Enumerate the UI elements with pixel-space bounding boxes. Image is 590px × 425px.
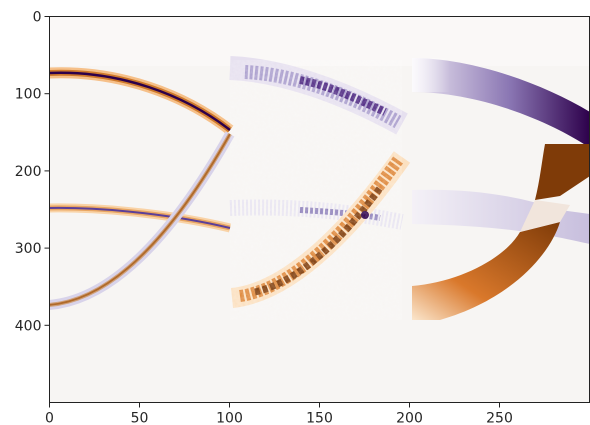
x-tick-label: 0 xyxy=(45,411,54,425)
y-tick-label: 0 xyxy=(33,10,42,26)
panel-2 xyxy=(229,56,411,320)
x-tick-label: 100 xyxy=(216,411,243,425)
heatmap-image xyxy=(49,56,590,320)
y-tick-label: 300 xyxy=(15,241,42,257)
y-tick-label: 200 xyxy=(15,164,42,180)
y-tick-label: 100 xyxy=(15,87,42,103)
x-axis: 0 50 100 150 200 250 xyxy=(45,402,513,425)
y-axis: 0 100 200 300 400 xyxy=(15,10,50,334)
plot-top-fade xyxy=(49,16,590,66)
x-tick-label: 150 xyxy=(306,411,333,425)
y-tick-label: 400 xyxy=(15,318,42,334)
panel-1 xyxy=(49,67,235,310)
panel-3 xyxy=(412,58,590,320)
x-tick-label: 250 xyxy=(486,411,513,425)
x-tick-label: 200 xyxy=(396,411,423,425)
x-tick-label: 50 xyxy=(131,411,149,425)
